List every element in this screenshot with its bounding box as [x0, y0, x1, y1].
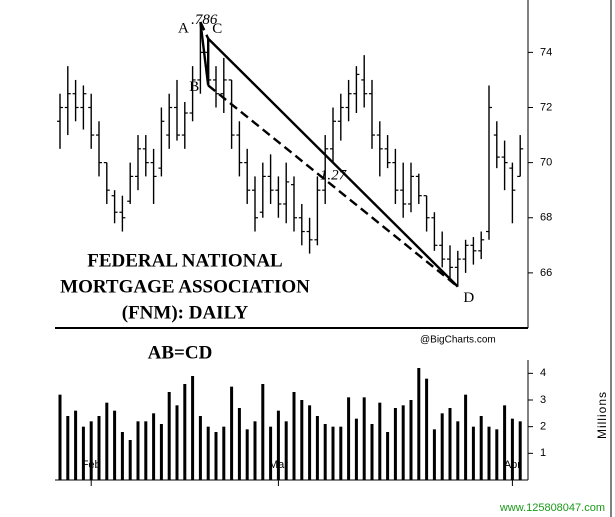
volume-bar [479, 416, 483, 480]
volume-bar [230, 386, 234, 480]
y-tick-label: 66 [540, 267, 552, 279]
volume-bar [331, 426, 335, 480]
pattern-point-label: A [178, 20, 189, 36]
pattern-title: AB=CD [148, 342, 213, 363]
x-tick-label: Mar [269, 459, 288, 471]
ratio-line [207, 84, 459, 288]
volume-bar [175, 405, 179, 480]
x-tick-label: Apr [504, 459, 521, 471]
volume-bar [323, 424, 327, 480]
volume-bar [386, 432, 390, 480]
volume-bar [152, 413, 156, 480]
volume-bar [128, 440, 132, 480]
volume-bar [432, 429, 436, 480]
volume-bar [222, 426, 226, 480]
volume-bar [339, 426, 343, 480]
volume-bar [456, 421, 460, 480]
volume-bar [198, 416, 202, 480]
x-tick-label: Feb [82, 459, 101, 471]
volume-bar [393, 408, 397, 480]
volume-bar [144, 421, 148, 480]
volume-bar [183, 384, 187, 480]
volume-bar [487, 426, 491, 480]
ratio-label: 1.27 [320, 167, 348, 183]
volume-bar [206, 426, 210, 480]
ratio-line [199, 21, 210, 40]
volume-bar [269, 426, 273, 480]
volume-bar [518, 421, 522, 480]
volume-bar [120, 432, 124, 480]
volume-bar [237, 408, 241, 480]
volume-bar [245, 429, 249, 480]
chart-title: (FNM): DAILY [122, 302, 249, 323]
volume-bar [308, 405, 312, 480]
volume-bar [292, 392, 296, 480]
pattern-point-label: B [189, 79, 199, 95]
volume-bar [440, 413, 444, 480]
volume-bar [425, 378, 429, 480]
volume-bar [503, 405, 507, 480]
pattern-point-label: C [212, 21, 222, 37]
volume-bar [370, 424, 374, 480]
ratio-label: .786 [191, 12, 218, 28]
volume-bar [354, 418, 358, 480]
volume-bar [315, 416, 319, 480]
volume-bar [214, 432, 218, 480]
volume-bar [58, 394, 62, 480]
volume-bar [510, 418, 514, 480]
volume-bar [261, 384, 265, 480]
volume-bar [253, 421, 257, 480]
volume-bar [159, 424, 163, 480]
volume-bar [347, 397, 351, 480]
volume-bar [284, 421, 288, 480]
volume-bar [495, 429, 499, 480]
volume-bar [300, 400, 304, 480]
volume-bar [378, 402, 382, 480]
y-tick-label: 3 [540, 394, 546, 406]
volume-bar [362, 397, 366, 480]
volume-bar [401, 405, 405, 480]
volume-bar [191, 376, 195, 480]
y-tick-label: 70 [540, 157, 552, 169]
volume-bar [81, 426, 85, 480]
source: @BigCharts.com [420, 335, 496, 346]
volume-bar [276, 410, 280, 480]
volume-bar [464, 394, 468, 480]
pattern-point-label: D [463, 290, 474, 306]
volume-bar [136, 421, 140, 480]
y-tick-label: 68 [540, 212, 552, 224]
volume-bar [105, 402, 109, 480]
pattern-leg [207, 37, 459, 288]
y-tick-label: 2 [540, 421, 546, 433]
volume-bar [97, 416, 101, 480]
volume-bar [74, 410, 78, 480]
chart-title: FEDERAL NATIONAL [87, 250, 282, 271]
pattern-leg [199, 21, 210, 86]
watermark: www.125808047.com [499, 502, 605, 514]
y-tick-label: 1 [540, 447, 546, 459]
volume-bar [89, 421, 93, 480]
volume-bar [471, 426, 475, 480]
volume-bar [113, 410, 117, 480]
volume-bar [417, 368, 421, 480]
volume-bar [66, 416, 70, 480]
y-axis-label: Millions [595, 391, 609, 439]
volume-bar [409, 400, 413, 480]
volume-bar [167, 392, 171, 480]
volume-bar [448, 408, 452, 480]
y-tick-label: 4 [540, 367, 546, 379]
y-tick-label: 72 [540, 101, 552, 113]
chart-title: MORTGAGE ASSOCIATION [60, 276, 310, 297]
y-tick-label: 74 [540, 46, 552, 58]
